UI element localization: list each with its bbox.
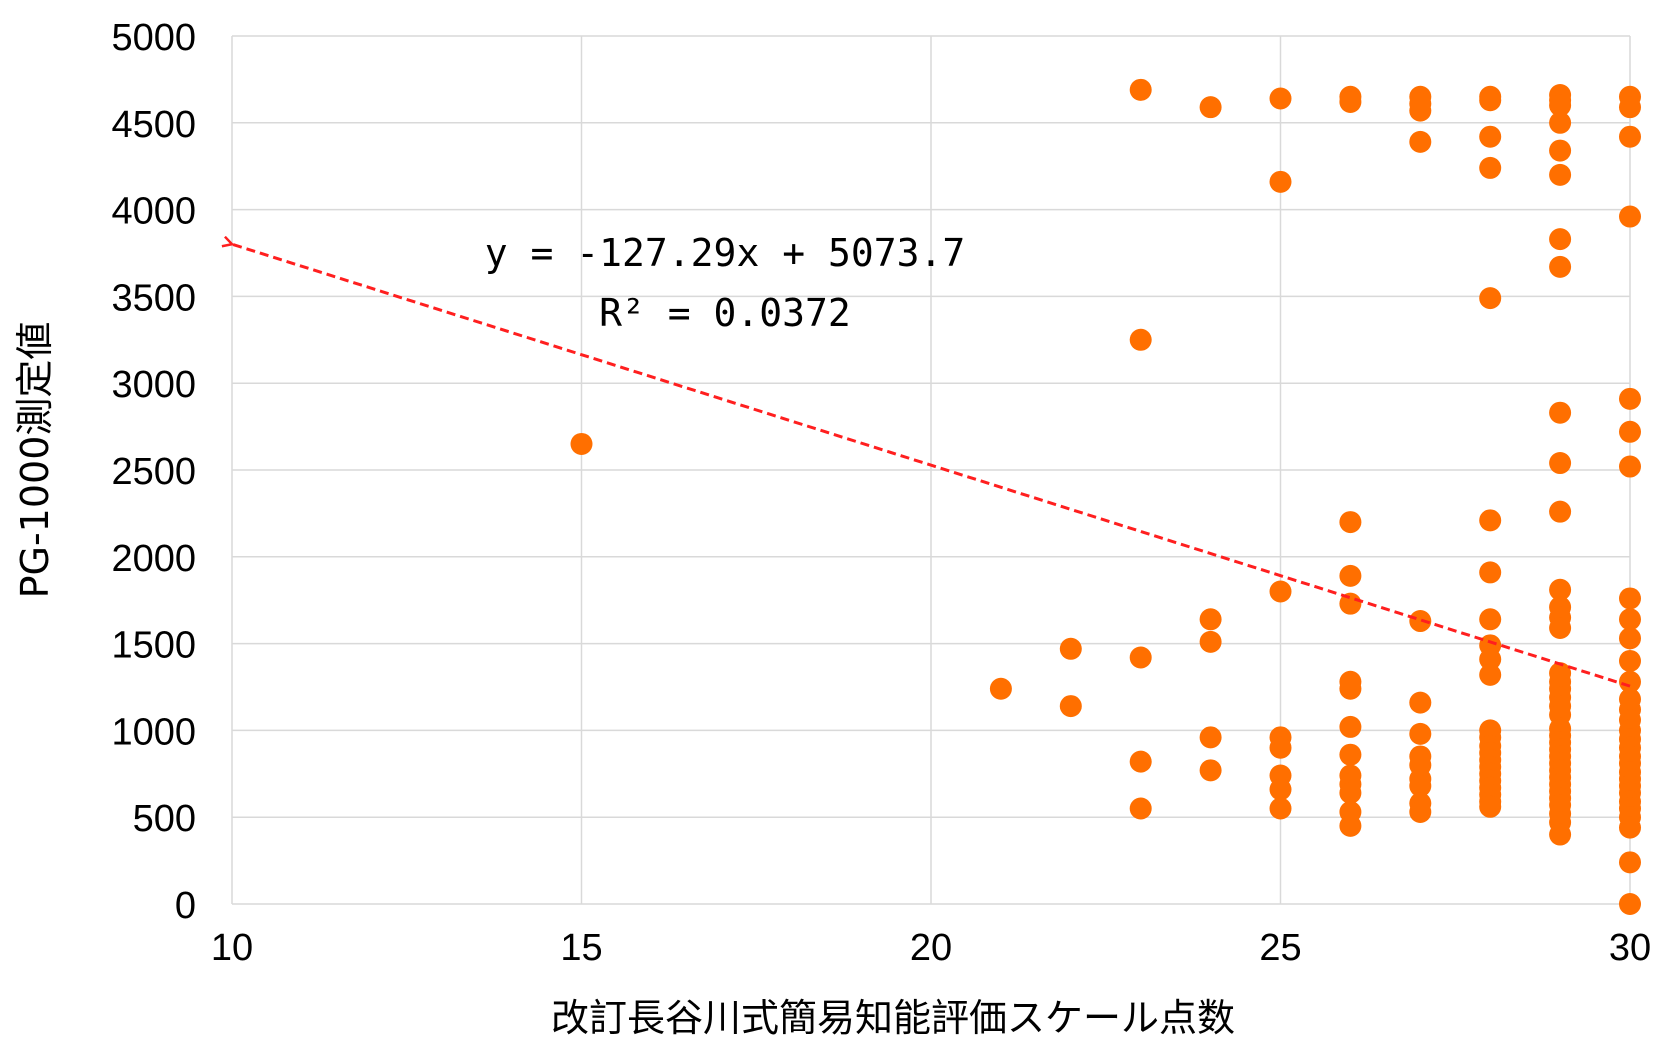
trendline-r2: R² = 0.0372 — [599, 291, 851, 335]
data-point — [1059, 695, 1082, 718]
data-point — [1479, 663, 1502, 686]
data-point — [1619, 455, 1641, 478]
y-tick-label: 1000 — [111, 711, 196, 753]
data-point — [989, 677, 1012, 700]
data-point — [1339, 677, 1362, 700]
y-axis-title: PG-1000測定値 — [13, 322, 57, 599]
data-point — [1129, 797, 1152, 820]
y-axis-ticks: 0 500 1000 1500 2000 2500 3000 3500 4000 4500 5000 — [111, 17, 196, 927]
data-point — [1409, 691, 1432, 714]
data-point — [1619, 420, 1641, 443]
y-tick-label: 500 — [133, 798, 196, 840]
y-tick-label: 4500 — [111, 104, 196, 146]
data-point — [1549, 401, 1572, 424]
data-point — [1619, 96, 1641, 119]
data-point — [1199, 608, 1222, 631]
data-point — [1479, 156, 1502, 179]
gridlines — [231, 35, 1631, 905]
data-point — [1479, 89, 1502, 112]
data-point — [1619, 608, 1641, 631]
data-point — [1479, 795, 1502, 818]
data-point — [1339, 814, 1362, 837]
data-point — [1269, 87, 1292, 110]
data-point — [1549, 255, 1572, 278]
data-point — [1059, 637, 1082, 660]
data-point — [1269, 797, 1292, 820]
data-point — [1549, 500, 1572, 523]
y-tick-label: 2000 — [111, 538, 196, 580]
data-point — [1619, 851, 1641, 874]
data-point — [1619, 387, 1641, 410]
data-point — [1549, 823, 1572, 846]
data-point — [1409, 610, 1432, 633]
x-tick-label: 20 — [910, 927, 952, 969]
data-point — [1549, 578, 1572, 601]
trendline-group — [232, 244, 1631, 688]
data-point — [1339, 511, 1362, 534]
data-point — [1619, 649, 1641, 672]
data-point — [1619, 627, 1641, 650]
y-tick-label: 3000 — [111, 364, 196, 406]
y-tick-label: 0 — [175, 885, 196, 927]
y-tick-label: 4000 — [111, 191, 196, 233]
data-point — [1479, 509, 1502, 532]
x-tick-label: 30 — [1609, 927, 1651, 969]
data-point — [1409, 722, 1432, 745]
data-point — [1619, 816, 1641, 839]
data-point — [1479, 561, 1502, 584]
y-tick-label: 3500 — [111, 277, 196, 319]
data-point — [1479, 125, 1502, 148]
data-point — [1199, 96, 1222, 119]
data-point — [1409, 774, 1432, 797]
data-point — [1129, 646, 1152, 669]
trendline — [232, 244, 1631, 688]
data-point — [1199, 759, 1222, 782]
data-point — [1409, 800, 1432, 823]
data-point — [1409, 130, 1432, 153]
data-point — [1339, 564, 1362, 587]
data-point — [1549, 94, 1572, 117]
data-point — [1339, 781, 1362, 804]
data-point — [1409, 99, 1432, 122]
data-point — [1199, 630, 1222, 653]
data-point — [1619, 205, 1641, 228]
x-tick-label: 15 — [560, 927, 602, 969]
data-point — [1479, 608, 1502, 631]
data-point — [1549, 163, 1572, 186]
data-point — [1339, 743, 1362, 766]
data-point — [1479, 648, 1502, 671]
x-axis-ticks: 10 15 20 25 30 — [211, 927, 1651, 969]
x-tick-label: 10 — [211, 927, 253, 969]
data-point — [1339, 715, 1362, 738]
x-tick-label: 25 — [1259, 927, 1301, 969]
data-point — [1129, 750, 1152, 773]
data-points — [570, 78, 1641, 915]
data-point — [1269, 778, 1292, 801]
data-point — [1619, 670, 1641, 693]
data-point — [1479, 287, 1502, 310]
data-point — [1549, 616, 1572, 639]
y-tick-label: 2500 — [111, 451, 196, 493]
y-tick-label: 1500 — [111, 625, 196, 667]
data-point — [1269, 736, 1292, 759]
data-point — [1269, 170, 1292, 193]
x-axis-title: 改訂長谷川式簡易知能評価スケール点数 — [551, 996, 1235, 1040]
data-point — [1619, 587, 1641, 610]
data-point — [1619, 125, 1641, 148]
data-point — [1549, 228, 1572, 251]
data-point — [1619, 893, 1641, 915]
data-point — [1549, 111, 1572, 134]
y-tick-label: 5000 — [111, 17, 196, 59]
data-point — [1339, 90, 1362, 113]
data-point — [1129, 328, 1152, 351]
data-point — [1269, 580, 1292, 603]
data-point — [1549, 139, 1572, 162]
trendline-equation: y = -127.29x + 5073.7 — [485, 231, 965, 275]
data-point — [1199, 726, 1222, 749]
data-point — [570, 432, 593, 455]
data-point — [1549, 452, 1572, 475]
data-point — [1129, 78, 1152, 101]
